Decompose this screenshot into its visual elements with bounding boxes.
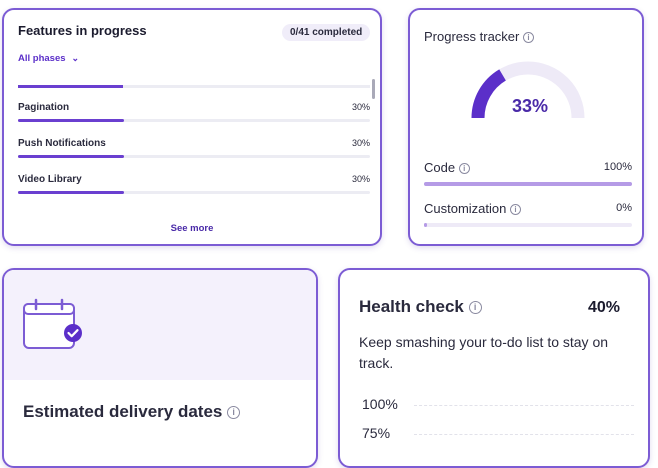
delivery-title: Estimated delivery dates i (23, 402, 241, 422)
feature-name: Push Notifications (18, 138, 106, 149)
info-icon[interactable]: i (458, 163, 470, 175)
chevron-down-icon: ⌄ (71, 53, 80, 63)
tracker-progress-fill (424, 223, 427, 227)
tracker-title: Progress tracker i (424, 29, 534, 44)
scrollbar-thumb[interactable] (372, 79, 375, 99)
tracker-row-name: Customization (424, 201, 507, 216)
info-icon[interactable]: i (227, 406, 241, 420)
feature-progress-fill (18, 119, 124, 122)
feature-percent: 30% (351, 174, 370, 184)
phase-filter-dropdown[interactable]: All phases ⌄ (18, 53, 79, 64)
health-check-card: Health check i 40% Keep smashing your to… (338, 268, 650, 468)
see-more-link[interactable]: See more (170, 223, 214, 234)
feature-progress-bar (18, 155, 370, 158)
phase-filter-label: All phases (18, 53, 66, 64)
health-title: Health check i (359, 297, 482, 317)
gauge-percent: 33% (512, 96, 548, 116)
completed-badge: 0/41 completed (282, 24, 371, 41)
feature-name: Pagination (18, 102, 70, 113)
tracker-title-text: Progress tracker (424, 29, 520, 44)
progress-tracker-card: Progress tracker i 33% Code i 100% Custo… (408, 8, 644, 246)
feature-progress-bar (18, 119, 370, 122)
health-percent: 40% (588, 299, 621, 316)
tracker-progress-bar (424, 182, 632, 186)
gauge-fill (471, 69, 507, 119)
tracker-row-percent: 0% (616, 202, 632, 214)
chart-y-tick: 75% (362, 425, 391, 441)
tracker-row-label: Code i (424, 160, 470, 175)
info-icon[interactable]: i (510, 204, 521, 216)
delivery-dates-card: Estimated delivery dates i (2, 268, 318, 468)
delivery-title-text: Estimated delivery dates (23, 402, 223, 421)
tracker-progress-fill (424, 182, 632, 186)
feature-progress-fill (18, 155, 124, 158)
health-title-text: Health check (359, 297, 464, 316)
chart-y-tick: 100% (362, 396, 398, 412)
calendar-check-icon (23, 298, 82, 349)
tracker-row-label: Customization i (424, 201, 521, 216)
health-description: Keep smashing your to-do list to stay on… (359, 334, 609, 371)
tracker-progress-bar (424, 223, 632, 227)
tracker-row-percent: 100% (603, 161, 632, 173)
tracker-row-name: Code (424, 160, 456, 175)
info-icon[interactable]: i (523, 32, 534, 44)
features-title: Features in progress (18, 23, 147, 38)
features-scrollbar[interactable] (372, 79, 375, 199)
feature-progress-bar (18, 191, 370, 194)
info-icon[interactable]: i (468, 301, 482, 315)
feature-progress-fill (18, 85, 123, 88)
feature-progress-bar (18, 85, 370, 88)
feature-percent: 30% (351, 102, 370, 112)
chart-gridline (414, 434, 634, 435)
chart-gridline (414, 405, 634, 406)
feature-progress-fill (18, 191, 124, 194)
progress-gauge: 33% (471, 61, 585, 119)
feature-name: Video Library (18, 174, 82, 185)
features-in-progress-card: Features in progress 0/41 completed All … (2, 8, 382, 246)
feature-percent: 30% (351, 138, 370, 148)
